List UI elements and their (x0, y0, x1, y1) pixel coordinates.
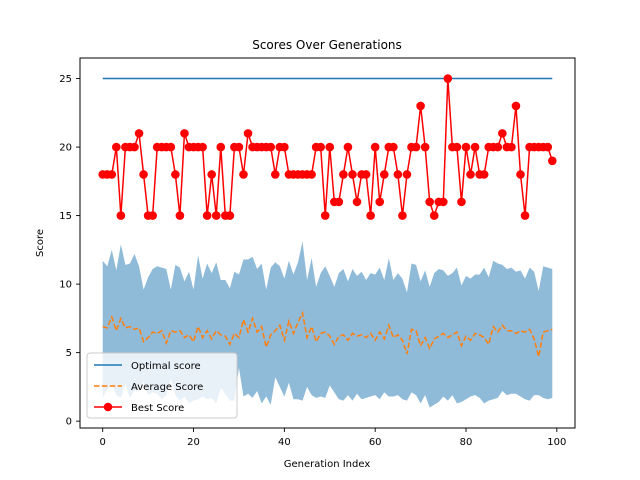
legend-marker-best (103, 402, 113, 412)
best-score-point (107, 170, 117, 179)
x-tick-label: 60 (369, 437, 382, 448)
best-score-point (211, 211, 221, 220)
legend-label-best: Best Score (131, 403, 184, 414)
x-tick-label: 0 (100, 437, 106, 448)
legend-label-optimal: Optimal score (131, 361, 201, 372)
best-score-point (389, 142, 398, 152)
best-score-point (266, 142, 276, 152)
best-score-point (112, 142, 121, 152)
best-score-point (511, 101, 521, 111)
best-score-point (234, 142, 244, 152)
y-tick-label: 25 (59, 74, 72, 85)
best-score-point (148, 211, 157, 220)
best-score-point (320, 211, 330, 220)
best-score-point (207, 170, 216, 179)
best-score-point (307, 170, 316, 179)
axes: 0 20 40 60 80 100 0 5 10 15 20 25 (59, 74, 566, 448)
best-score-point (379, 170, 389, 179)
best-score-point (470, 142, 480, 152)
best-score-point (493, 142, 503, 152)
best-score-point (370, 142, 380, 152)
best-score-point (361, 170, 371, 179)
best-score-point (139, 170, 148, 179)
best-score-point (398, 211, 407, 220)
x-tick-label: 80 (460, 437, 473, 448)
best-score-point (393, 170, 403, 179)
best-score-point (457, 197, 466, 207)
best-score-point (334, 197, 344, 207)
best-score-point (216, 142, 226, 152)
best-score-point (225, 211, 235, 220)
best-score-point (243, 129, 253, 138)
legend-box (86, 352, 238, 419)
best-score-point (175, 211, 185, 220)
best-score-point (439, 197, 448, 207)
best-score-point (339, 170, 348, 179)
best-score-point (239, 170, 248, 179)
best-score-point (280, 142, 289, 152)
plot-frame (79, 57, 576, 429)
series-line-best-score (102, 78, 554, 218)
best-score-point (429, 211, 439, 220)
best-score-point (443, 74, 453, 83)
legend: Optimal score Average Score Best Score (86, 352, 238, 419)
best-score-point (366, 211, 375, 220)
best-score-point (343, 142, 353, 152)
best-score-point (479, 170, 489, 179)
best-score-point (202, 211, 212, 220)
y-tick-label: 20 (59, 143, 72, 154)
chart-title: Scores Over Generations (252, 38, 402, 52)
best-score-point (547, 156, 557, 166)
best-score-point (316, 142, 325, 152)
best-score-point (452, 142, 462, 152)
best-score-point (130, 142, 139, 152)
best-score-point (416, 101, 425, 111)
best-score-point (520, 211, 530, 220)
y-axis-label: Score (35, 229, 46, 257)
best-score-point (134, 129, 144, 138)
best-score-point (466, 170, 475, 179)
series-line-average-score (102, 310, 553, 357)
best-score-point (425, 197, 434, 207)
best-score-point (171, 170, 180, 179)
x-axis-label: Generation Index (284, 459, 371, 470)
best-score-point (507, 142, 516, 152)
y-tick-label: 10 (59, 280, 72, 291)
best-score-point (420, 142, 430, 152)
x-tick-label: 20 (187, 437, 200, 448)
best-score-point (543, 142, 553, 152)
y-tick-label: 5 (66, 348, 72, 359)
best-score-point (348, 170, 357, 179)
best-score-point (402, 170, 412, 179)
best-score-point (180, 129, 189, 138)
x-tick-label: 40 (278, 437, 291, 448)
best-score-point (516, 170, 525, 179)
best-score-point (325, 142, 335, 152)
best-score-point (461, 142, 471, 152)
best-score-point (375, 197, 385, 207)
best-score-point (352, 197, 362, 207)
best-score-point (498, 129, 507, 138)
best-score-point (411, 142, 421, 152)
y-tick-label: 15 (59, 211, 72, 222)
best-score-point (116, 211, 126, 220)
best-score-point (198, 142, 207, 152)
best-score-point (166, 142, 176, 152)
y-tick-label: 0 (66, 417, 72, 428)
x-tick-label: 100 (547, 437, 566, 448)
best-score-point (270, 170, 280, 179)
legend-label-average: Average Score (131, 382, 203, 393)
